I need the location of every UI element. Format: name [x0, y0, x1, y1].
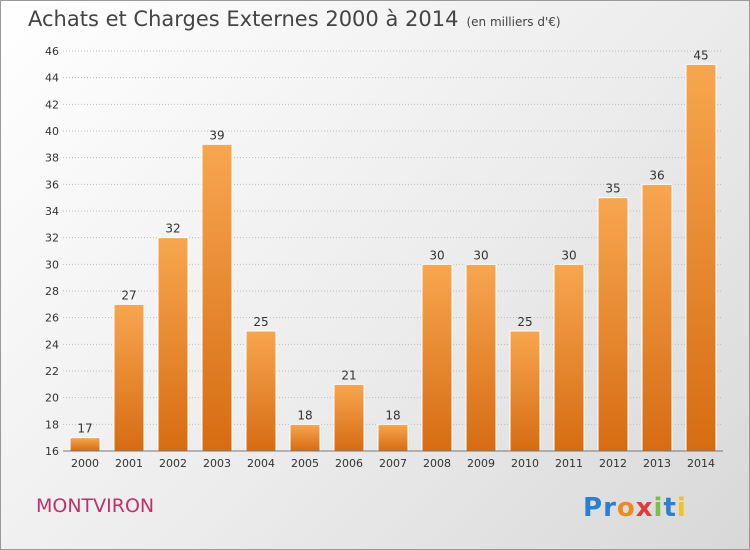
y-tick-label: 42: [45, 98, 59, 111]
y-tick-label: 36: [45, 178, 59, 191]
y-tick-label: 34: [45, 205, 59, 218]
x-tick-label-2012: 2012: [599, 457, 627, 470]
y-tick-label: 24: [45, 338, 59, 351]
x-tick-label-2002: 2002: [159, 457, 187, 470]
bar-2009: [465, 263, 497, 452]
data-label-2013: 36: [649, 168, 664, 182]
bar-2003: [201, 143, 233, 452]
data-label-2004: 25: [253, 315, 268, 329]
x-tick-label-2004: 2004: [247, 457, 275, 470]
x-tick-label-2013: 2013: [643, 457, 671, 470]
y-tick-label: 32: [45, 232, 59, 245]
bar-2008: [421, 263, 453, 452]
commune-name: MONTVIRON: [36, 495, 155, 517]
x-tick-label-2009: 2009: [467, 457, 495, 470]
bar-2007: [377, 423, 409, 452]
chart-unit: (en milliers d'€): [466, 15, 561, 29]
bar-2006: [333, 383, 365, 452]
x-axis-ticks: 2000 2001 2002 2003 2004 2005 2006 2007 2008 2009…: [71, 457, 715, 470]
chart-title: Achats et Charges Externes 2000 à 2014 (e…: [28, 7, 561, 31]
bar-2012: [597, 197, 629, 452]
data-label-2014: 45: [693, 48, 708, 62]
y-tick-label: 30: [45, 258, 59, 271]
bar-2005: [289, 423, 321, 452]
y-axis-ticks: 16 18 20 22 24 26 28 30 32 34 36 38 40 42 44 46: [45, 45, 59, 458]
bars: [69, 63, 717, 452]
data-label-2010: 25: [517, 315, 532, 329]
y-tick-label: 28: [45, 285, 59, 298]
proxiti-logo: Proxiti: [583, 493, 687, 523]
x-tick-label-2008: 2008: [423, 457, 451, 470]
x-tick-label-2006: 2006: [335, 457, 363, 470]
y-tick-label: 22: [45, 365, 59, 378]
y-tick-label: 26: [45, 312, 59, 325]
chart-title-text: Achats et Charges Externes 2000 à 2014: [28, 7, 459, 31]
svg-text:Proxiti: Proxiti: [583, 493, 687, 523]
data-label-2011: 30: [561, 248, 576, 262]
y-tick-label: 18: [45, 418, 59, 431]
x-tick-label-2010: 2010: [511, 457, 539, 470]
data-label-2001: 27: [121, 288, 136, 302]
bar-2013: [641, 183, 673, 452]
x-tick-label-2007: 2007: [379, 457, 407, 470]
bar-2004: [245, 330, 277, 452]
y-tick-label: 16: [45, 445, 59, 458]
x-tick-label-2005: 2005: [291, 457, 319, 470]
data-label-2002: 32: [165, 222, 180, 236]
data-label-2007: 18: [385, 408, 400, 422]
data-label-2006: 21: [341, 368, 356, 382]
x-tick-label-2014: 2014: [687, 457, 715, 470]
bar-2002: [157, 237, 189, 452]
bar-2011: [553, 263, 585, 452]
x-tick-label-2001: 2001: [115, 457, 143, 470]
data-label-2012: 35: [605, 182, 620, 196]
x-tick-label-2011: 2011: [555, 457, 583, 470]
y-tick-label: 40: [45, 125, 59, 138]
data-label-2003: 39: [209, 128, 224, 142]
data-label-2000: 17: [77, 422, 92, 436]
data-label-2009: 30: [473, 248, 488, 262]
bar-2010: [509, 330, 541, 452]
y-tick-label: 20: [45, 392, 59, 405]
data-label-2005: 18: [297, 408, 312, 422]
data-label-2008: 30: [429, 248, 444, 262]
data-labels: 17 27 32 39 25 18 21 18 30 30 25 30 35 36 45: [77, 48, 708, 435]
y-tick-label: 44: [45, 72, 59, 85]
y-tick-label: 38: [45, 152, 59, 165]
bar-2001: [113, 303, 145, 452]
x-tick-label-2003: 2003: [203, 457, 231, 470]
x-tick-label-2000: 2000: [71, 457, 99, 470]
y-tick-label: 46: [45, 45, 59, 58]
bar-2014: [685, 63, 717, 452]
bar-2000: [69, 437, 101, 452]
